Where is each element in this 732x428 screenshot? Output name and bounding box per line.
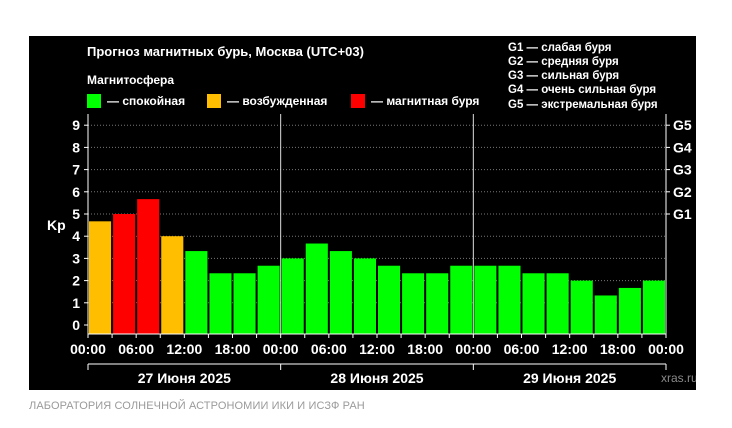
bar [570,280,593,334]
storm-scale-legend: G1 — слабая буря G2 — средняя буря G3 — … [508,42,658,111]
x-tick-label: 00:00 [648,341,684,357]
bar [113,214,136,334]
y-axis-label: Kp [47,217,66,233]
right-tick-label: G4 [673,139,692,155]
x-tick-label: 06:00 [311,341,347,357]
chart-canvas: Прогноз магнитных бурь, Москва (UTC+03) … [29,36,696,390]
bar [329,251,352,334]
storm-scale-g2: G2 — средняя буря [508,56,619,68]
bar [185,251,208,334]
storm-scale-g1: G1 — слабая буря [508,42,612,54]
bar [522,273,545,334]
y-tick-label: 9 [72,117,80,133]
bar [546,273,569,334]
legend-swatch-quiet [87,94,101,108]
axes [84,114,670,338]
bar [281,258,304,334]
y-tick-label: 6 [72,184,80,200]
legend-label-excited: — возбужденная [227,94,327,108]
x-tick-label: 18:00 [600,341,636,357]
bar [233,273,256,334]
bar [642,280,665,334]
day-label: 27 Июня 2025 [138,370,231,386]
x-tick-label: 00:00 [455,341,491,357]
day-label: 28 Июня 2025 [330,370,423,386]
legend-title: Магнитосфера [87,73,174,87]
bar [402,273,425,334]
day-labels: 27 Июня 2025 28 Июня 2025 29 Июня 2025 [87,363,667,386]
x-tick-label: 06:00 [118,341,154,357]
bars [89,199,665,334]
bar [161,236,184,334]
bar [89,221,112,334]
day-separators [280,114,474,334]
y-tick-label: 7 [72,162,80,178]
x-tick-label: 18:00 [407,341,443,357]
legend-swatch-excited [207,94,221,108]
gridlines [88,124,666,304]
y-tick-label: 5 [72,206,80,222]
bar [305,243,328,334]
bar [257,265,280,334]
y-tick-label: 0 [72,317,80,333]
bar [137,199,160,334]
legend-label-quiet: — спокойная [107,94,185,108]
right-tick-label: G5 [673,117,692,133]
legend-swatch-storm [351,94,365,108]
x-tick-label: 06:00 [504,341,540,357]
y-tick-labels: 0 1 2 3 4 5 6 7 8 9 [72,117,80,333]
storm-scale-g4: G4 — очень сильная буря [508,84,656,96]
y-tick-label: 1 [72,295,80,311]
source-caption: ЛАБОРАТОРИЯ СОЛНЕЧНОЙ АСТРОНОМИИ ИКИ И И… [29,400,365,412]
bar [450,265,473,334]
watermark: xras.ru [661,371,696,385]
bar [426,273,449,334]
bar [209,273,232,334]
right-tick-label: G1 [673,206,692,222]
bar [594,295,617,334]
chart-title: Прогноз магнитных бурь, Москва (UTC+03) [87,44,364,59]
top-edge-mark [4,0,18,4]
legend-label-storm: — магнитная буря [371,94,479,108]
right-tick-label: G3 [673,162,692,178]
day-label: 29 Июня 2025 [523,370,616,386]
right-tick-label: G2 [673,184,692,200]
x-tick-label: 00:00 [263,341,299,357]
bar [474,265,497,334]
y-tick-label: 4 [72,228,80,244]
right-storm-tick-labels: G1 G2 G3 G4 G5 [673,117,692,222]
x-tick-label: 12:00 [359,341,395,357]
storm-scale-g5: G5 — экстремальная буря [508,99,658,111]
bar [618,287,641,334]
x-tick-labels: 00:00 06:00 12:00 18:00 00:00 06:00 12:00 18:00… [70,341,684,357]
y-tick-label: 3 [72,250,80,266]
y-tick-label: 8 [72,139,80,155]
x-tick-label: 00:00 [70,341,106,357]
bar [378,265,401,334]
legend: — спокойная — возбужденная — магнитная б… [87,94,479,108]
bar [353,258,376,334]
y-tick-label: 2 [72,273,80,289]
storm-scale-g3: G3 — сильная буря [508,70,619,82]
x-tick-label: 12:00 [552,341,588,357]
bar [498,265,521,334]
kp-forecast-chart: Прогноз магнитных бурь, Москва (UTC+03) … [29,36,696,390]
x-tick-label: 12:00 [166,341,202,357]
x-tick-label: 18:00 [215,341,251,357]
